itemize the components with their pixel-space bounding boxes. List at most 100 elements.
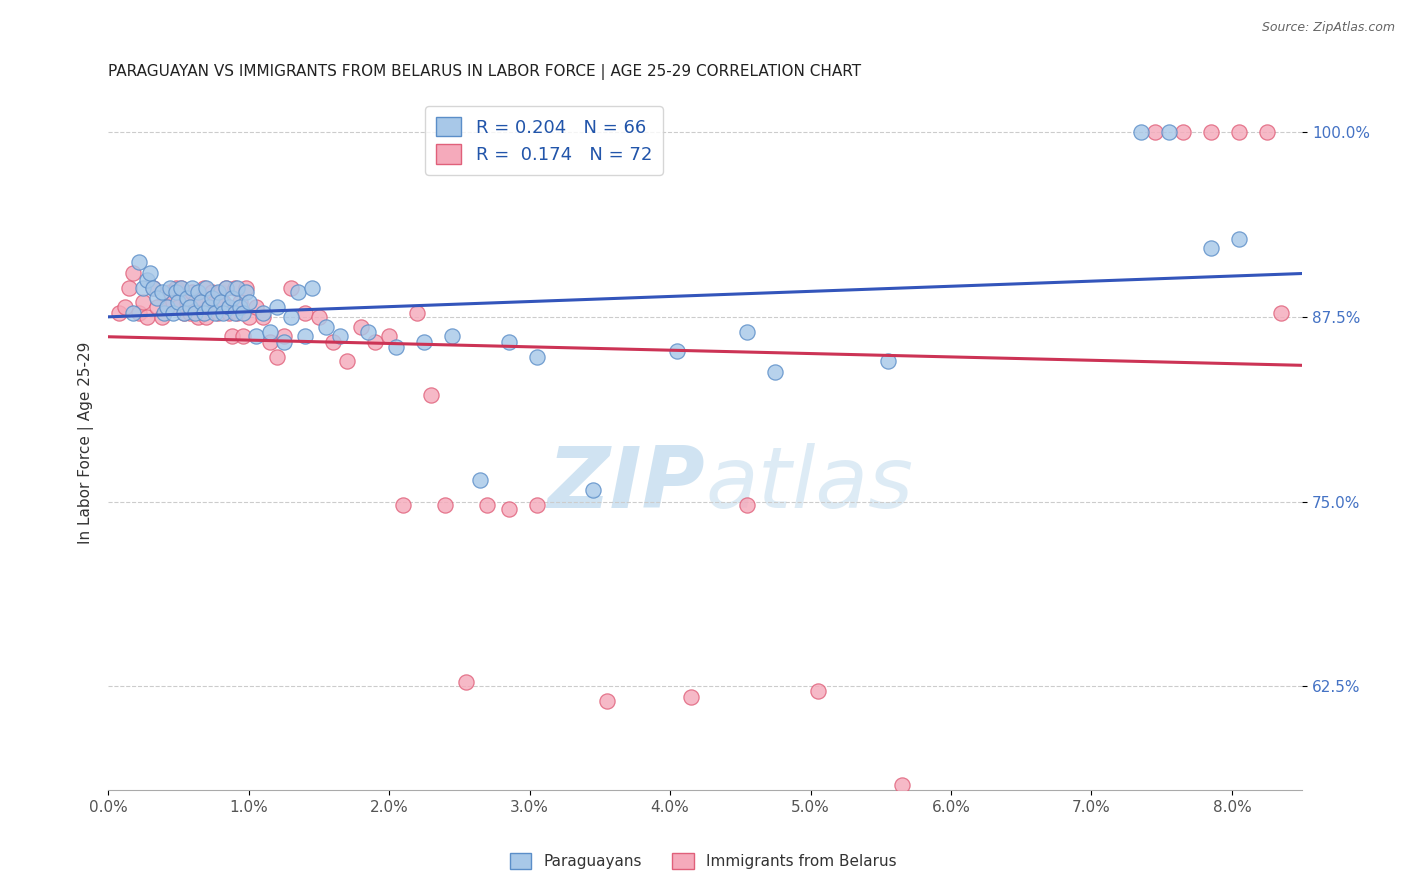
Point <box>294 306 316 320</box>
Point <box>235 280 257 294</box>
Point <box>259 335 281 350</box>
Point <box>207 285 229 299</box>
Text: Source: ZipAtlas.com: Source: ZipAtlas.com <box>1261 21 1395 35</box>
Point <box>204 295 226 310</box>
Point <box>287 285 309 299</box>
Point <box>235 285 257 299</box>
Point <box>294 329 316 343</box>
Point <box>153 306 176 320</box>
Point <box>212 295 235 310</box>
Point <box>165 280 187 294</box>
Point <box>385 340 408 354</box>
Point <box>218 300 240 314</box>
Point <box>301 280 323 294</box>
Point <box>273 335 295 350</box>
Point <box>179 300 201 314</box>
Point <box>162 295 184 310</box>
Point <box>201 291 224 305</box>
Point <box>132 295 155 310</box>
Point <box>876 354 898 368</box>
Point <box>596 694 619 708</box>
Point <box>146 291 169 305</box>
Point <box>215 280 238 294</box>
Point <box>1227 125 1250 139</box>
Point <box>108 306 131 320</box>
Point <box>280 280 302 294</box>
Point <box>167 300 190 314</box>
Point <box>159 285 181 299</box>
Point <box>159 280 181 294</box>
Point <box>681 690 703 704</box>
Point <box>229 300 252 314</box>
Point <box>187 310 209 324</box>
Point <box>198 300 221 314</box>
Point <box>329 329 352 343</box>
Point <box>737 325 759 339</box>
Point <box>232 329 254 343</box>
Point <box>737 498 759 512</box>
Point <box>165 285 187 299</box>
Point <box>280 310 302 324</box>
Point <box>170 280 193 294</box>
Point <box>1199 241 1222 255</box>
Point <box>308 310 330 324</box>
Point <box>259 325 281 339</box>
Point <box>218 306 240 320</box>
Point <box>176 295 198 310</box>
Point <box>226 280 249 294</box>
Point <box>162 306 184 320</box>
Point <box>136 273 159 287</box>
Point <box>266 300 288 314</box>
Point <box>179 306 201 320</box>
Point <box>209 295 232 310</box>
Point <box>582 483 605 497</box>
Point <box>146 300 169 314</box>
Point <box>1171 125 1194 139</box>
Point <box>1199 125 1222 139</box>
Point <box>245 329 267 343</box>
Point <box>666 344 689 359</box>
Point <box>498 335 520 350</box>
Point <box>190 291 212 305</box>
Point <box>441 329 464 343</box>
Point <box>245 300 267 314</box>
Point <box>1256 125 1278 139</box>
Point <box>195 310 218 324</box>
Point <box>128 306 150 320</box>
Point <box>204 306 226 320</box>
Point <box>350 320 373 334</box>
Point <box>413 335 436 350</box>
Point <box>176 291 198 305</box>
Point <box>209 285 232 299</box>
Point <box>252 306 274 320</box>
Point <box>139 266 162 280</box>
Point <box>136 310 159 324</box>
Text: ZIP: ZIP <box>547 442 706 525</box>
Point <box>434 498 457 512</box>
Point <box>322 335 344 350</box>
Point <box>181 285 204 299</box>
Point <box>1227 232 1250 246</box>
Point <box>224 280 246 294</box>
Point <box>156 300 179 314</box>
Legend: Paraguayans, Immigrants from Belarus: Paraguayans, Immigrants from Belarus <box>503 847 903 875</box>
Point <box>190 295 212 310</box>
Point <box>806 684 828 698</box>
Point <box>114 300 136 314</box>
Point <box>378 329 401 343</box>
Point <box>1157 125 1180 139</box>
Legend: R = 0.204   N = 66, R =  0.174   N = 72: R = 0.204 N = 66, R = 0.174 N = 72 <box>425 106 662 175</box>
Point <box>406 306 429 320</box>
Point <box>150 310 173 324</box>
Point <box>1143 125 1166 139</box>
Point <box>150 285 173 299</box>
Point <box>128 255 150 269</box>
Point <box>238 310 260 324</box>
Point <box>238 295 260 310</box>
Point <box>477 498 499 512</box>
Point <box>122 266 145 280</box>
Point <box>184 306 207 320</box>
Point <box>195 280 218 294</box>
Point <box>167 295 190 310</box>
Text: PARAGUAYAN VS IMMIGRANTS FROM BELARUS IN LABOR FORCE | AGE 25-29 CORRELATION CHA: PARAGUAYAN VS IMMIGRANTS FROM BELARUS IN… <box>108 64 862 80</box>
